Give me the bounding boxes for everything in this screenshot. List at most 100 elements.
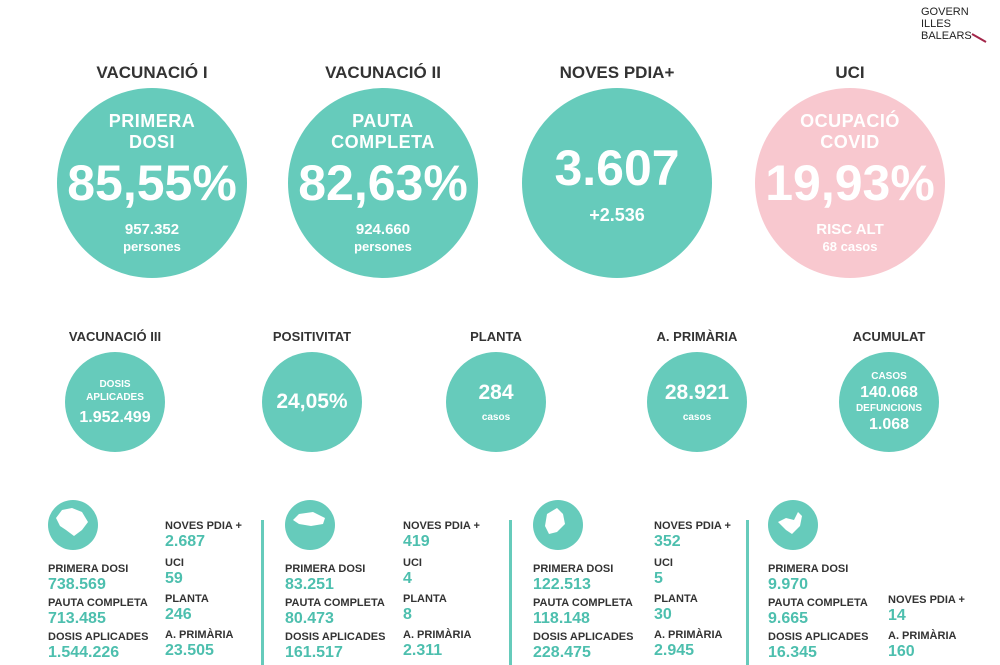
island-value: 2.945 xyxy=(654,642,695,659)
section-heading: POSITIVITAT xyxy=(272,329,352,344)
island-label: PLANTA xyxy=(403,593,447,605)
circle-line: CASOS xyxy=(871,371,907,382)
circle-line: 24,05% xyxy=(276,390,348,413)
logo-line: ILLES xyxy=(921,18,951,30)
circle-value: 19,93% xyxy=(765,155,935,211)
island-value: 83.251 xyxy=(285,576,334,593)
island-icon xyxy=(285,500,335,550)
section-heading: A. PRIMÀRIA xyxy=(656,329,738,344)
island-value: 8 xyxy=(403,606,412,623)
island-label: A. PRIMÀRIA xyxy=(654,629,723,641)
island-value: 419 xyxy=(403,533,430,550)
circle-detail: persones xyxy=(123,239,181,254)
island-value: 352 xyxy=(654,533,681,550)
section-heading: VACUNACIÓ III xyxy=(68,329,162,344)
circle-detail: persones xyxy=(354,239,412,254)
circle-line: 140.068 xyxy=(860,384,918,401)
circle-line: casos xyxy=(481,411,511,423)
island-icon xyxy=(768,500,818,550)
stat-circle: 3.607 +2.536 xyxy=(522,88,712,278)
island-value: 228.475 xyxy=(533,644,591,661)
island-value: 161.517 xyxy=(285,644,343,661)
stat-circle: PRIMERA DOSI 85,55% 957.352 persones xyxy=(57,88,247,278)
section-heading: PLANTA xyxy=(470,329,522,344)
island-value: 2.311 xyxy=(403,642,443,659)
island-value: 2.687 xyxy=(165,533,206,550)
circle-detail: 68 casos xyxy=(822,239,878,254)
circle-detail: 924.660 xyxy=(355,221,411,238)
island-label: PAUTA COMPLETA xyxy=(533,597,633,609)
stat-circle: CASOS 140.068 DEFUNCIONS 1.068 xyxy=(839,352,939,452)
island-label: PRIMERA DOSI xyxy=(768,563,849,575)
island-value: 738.569 xyxy=(48,576,106,593)
island-label: DOSIS APLICADES xyxy=(768,631,869,643)
island-label: NOVES PDIA + xyxy=(403,520,480,532)
island-value: 9.665 xyxy=(768,610,809,627)
island-value: 118.148 xyxy=(533,610,590,627)
island-label: A. PRIMÀRIA xyxy=(403,629,472,641)
circle-label: PAUTA COMPLETA xyxy=(331,111,435,152)
island-value: 4 xyxy=(403,570,412,587)
stat-circle: PAUTA COMPLETA 82,63% 924.660 persones xyxy=(288,88,478,278)
section-heading: ACUMULAT xyxy=(852,329,926,344)
section-heading: NOVES PDIA+ xyxy=(559,63,675,82)
island-value: 23.505 xyxy=(165,642,214,659)
circle-detail: +2.536 xyxy=(589,205,645,225)
section-heading: UCI xyxy=(835,63,865,82)
island-value: 16.345 xyxy=(768,644,817,661)
island-value: 1.544.226 xyxy=(48,644,120,661)
island-label: DOSIS APLICADES xyxy=(285,631,386,643)
island-label: PRIMERA DOSI xyxy=(285,563,366,575)
circle-line: DEFUNCIONS xyxy=(855,403,923,414)
island-label: PRIMERA DOSI xyxy=(533,563,614,575)
island-label: NOVES PDIA + xyxy=(165,520,242,532)
divider xyxy=(509,520,512,665)
island-value: 5 xyxy=(654,570,663,587)
island-label: PLANTA xyxy=(165,593,209,605)
stat-circle: OCUPACIÓ COVID 19,93% RISC ALT 68 casos xyxy=(755,88,945,278)
island-label: UCI xyxy=(654,557,673,569)
circle-label: PRIMERA DOSI xyxy=(108,111,196,152)
section-heading: VACUNACIÓ I xyxy=(96,63,208,82)
circle-line: 284 xyxy=(478,380,514,404)
divider xyxy=(746,520,749,665)
circle-value: 82,63% xyxy=(298,155,468,211)
island-value: 122.513 xyxy=(533,576,591,593)
island-value: 30 xyxy=(654,606,672,623)
island-value: 59 xyxy=(165,570,183,587)
island-value: 246 xyxy=(165,606,192,623)
divider xyxy=(261,520,264,665)
circle-line: 1.068 xyxy=(868,416,910,433)
island-icon xyxy=(533,500,583,550)
island-label: A. PRIMÀRIA xyxy=(888,630,957,642)
circle-line: 28.921 xyxy=(664,380,730,404)
circle-line: 1.952.499 xyxy=(79,408,151,426)
circle-line: DOSIS APLICADES xyxy=(86,378,144,403)
island-label: UCI xyxy=(165,557,184,569)
logo-line: GOVERN xyxy=(921,6,969,18)
island-label: DOSIS APLICADES xyxy=(48,631,149,643)
logo: GOVERN ILLES BALEARS xyxy=(921,6,972,42)
circle-value: 3.607 xyxy=(554,140,680,196)
island-label: NOVES PDIA + xyxy=(888,594,965,606)
island-label: PAUTA COMPLETA xyxy=(285,597,385,609)
logo-line: BALEARS xyxy=(921,30,972,42)
island-label: A. PRIMÀRIA xyxy=(165,629,234,641)
island-label: PAUTA COMPLETA xyxy=(768,597,868,609)
island-value: 160 xyxy=(888,643,915,660)
island-label: PAUTA COMPLETA xyxy=(48,597,148,609)
island-label: PLANTA xyxy=(654,593,698,605)
island-value: 9.970 xyxy=(768,576,809,593)
logo-mark xyxy=(971,33,987,43)
circle-label: OCUPACIÓ COVID xyxy=(800,111,900,152)
circle-line: casos xyxy=(682,411,712,423)
island-value: 14 xyxy=(888,607,906,624)
island-label: PRIMERA DOSI xyxy=(48,563,129,575)
island-label: NOVES PDIA + xyxy=(654,520,731,532)
circle-detail: RISC ALT xyxy=(816,221,884,238)
island-label: UCI xyxy=(403,557,422,569)
circle-value: 85,55% xyxy=(67,155,237,211)
island-label: DOSIS APLICADES xyxy=(533,631,634,643)
section-heading: VACUNACIÓ II xyxy=(325,63,441,82)
